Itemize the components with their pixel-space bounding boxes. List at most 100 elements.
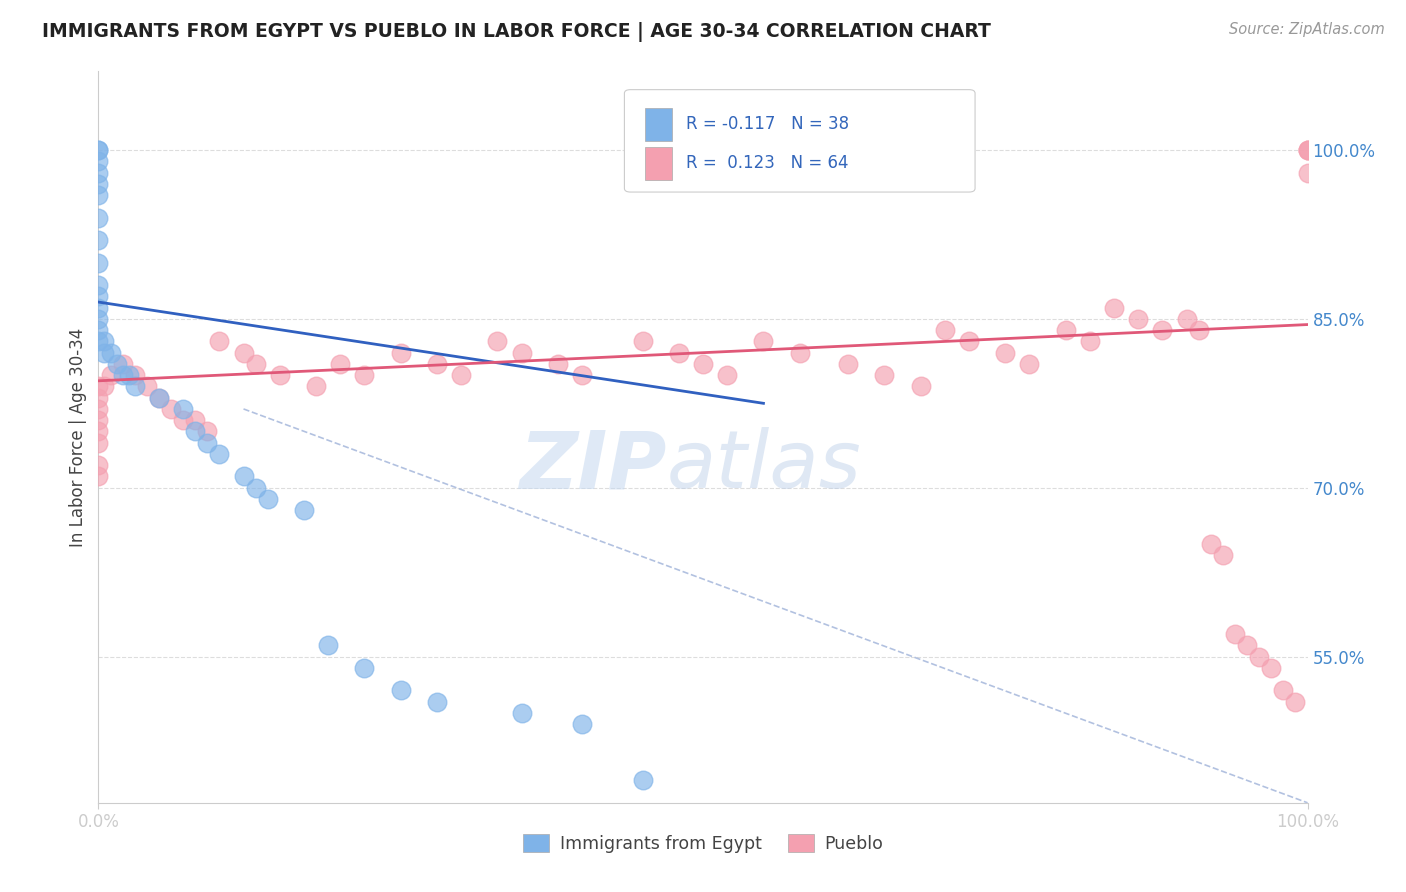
Point <box>389 345 412 359</box>
Point <box>1260 661 1282 675</box>
Point <box>148 391 170 405</box>
Point <box>837 357 859 371</box>
Point <box>87 334 110 349</box>
Point <box>450 368 472 383</box>
Point <box>111 357 134 371</box>
Point <box>547 357 569 371</box>
Point <box>486 334 509 349</box>
Point <box>873 368 896 383</box>
Point <box>87 401 110 416</box>
Point <box>87 233 110 247</box>
Point <box>87 278 110 293</box>
Point <box>160 401 183 416</box>
Point <box>957 334 980 349</box>
Point <box>1296 166 1319 180</box>
Point <box>87 154 110 169</box>
Point <box>1078 334 1101 349</box>
Point <box>172 413 194 427</box>
Point <box>1188 323 1211 337</box>
Point <box>752 334 775 349</box>
Point <box>232 469 254 483</box>
Point <box>208 447 231 461</box>
Point <box>789 345 811 359</box>
Point <box>426 694 449 708</box>
Point <box>994 345 1017 359</box>
Point <box>353 368 375 383</box>
Point <box>1296 143 1319 157</box>
Point <box>1212 548 1234 562</box>
Point <box>1054 323 1077 337</box>
Point <box>316 638 339 652</box>
Point <box>1199 537 1222 551</box>
Point <box>510 706 533 720</box>
Point <box>87 143 110 157</box>
Point <box>1296 143 1319 157</box>
Point <box>1236 638 1258 652</box>
Point <box>195 435 218 450</box>
Point <box>1296 143 1319 157</box>
Point <box>1102 301 1125 315</box>
Text: R = -0.117   N = 38: R = -0.117 N = 38 <box>686 115 849 134</box>
Point <box>1128 312 1150 326</box>
Point <box>1018 357 1040 371</box>
Point <box>245 357 267 371</box>
Point <box>1175 312 1198 326</box>
Point <box>305 379 328 393</box>
Point <box>93 345 115 359</box>
Point <box>87 177 110 191</box>
Legend: Immigrants from Egypt, Pueblo: Immigrants from Egypt, Pueblo <box>516 827 890 860</box>
Point <box>148 391 170 405</box>
Point <box>93 379 115 393</box>
Text: IMMIGRANTS FROM EGYPT VS PUEBLO IN LABOR FORCE | AGE 30-34 CORRELATION CHART: IMMIGRANTS FROM EGYPT VS PUEBLO IN LABOR… <box>42 22 991 42</box>
Point <box>100 368 122 383</box>
Point <box>87 301 110 315</box>
Point <box>87 143 110 157</box>
Point <box>87 425 110 439</box>
Point <box>1223 627 1246 641</box>
Point <box>510 345 533 359</box>
Point <box>184 413 207 427</box>
Text: R =  0.123   N = 64: R = 0.123 N = 64 <box>686 154 849 172</box>
Point <box>631 773 654 788</box>
Point <box>571 368 593 383</box>
Point <box>1152 323 1174 337</box>
Text: Source: ZipAtlas.com: Source: ZipAtlas.com <box>1229 22 1385 37</box>
Point <box>292 503 315 517</box>
Point <box>245 481 267 495</box>
Point <box>668 345 690 359</box>
Point <box>692 357 714 371</box>
Point <box>1284 694 1306 708</box>
Point <box>87 391 110 405</box>
Point <box>195 425 218 439</box>
Point <box>716 368 738 383</box>
Point <box>269 368 291 383</box>
Point <box>100 345 122 359</box>
Point <box>426 357 449 371</box>
Point <box>93 334 115 349</box>
Point <box>111 368 134 383</box>
Text: ZIP: ZIP <box>519 427 666 506</box>
FancyBboxPatch shape <box>645 108 672 141</box>
Point <box>124 379 146 393</box>
Point <box>87 379 110 393</box>
Point <box>232 345 254 359</box>
Point <box>87 211 110 225</box>
Point <box>208 334 231 349</box>
Point <box>389 683 412 698</box>
FancyBboxPatch shape <box>624 90 976 192</box>
Point <box>571 717 593 731</box>
Point <box>1272 683 1295 698</box>
Point <box>256 491 278 506</box>
Point <box>87 289 110 303</box>
Point <box>87 413 110 427</box>
Point <box>87 458 110 473</box>
Point <box>87 255 110 269</box>
Point <box>118 368 141 383</box>
Point <box>353 661 375 675</box>
Point <box>631 334 654 349</box>
Point <box>184 425 207 439</box>
Point <box>87 435 110 450</box>
Y-axis label: In Labor Force | Age 30-34: In Labor Force | Age 30-34 <box>69 327 87 547</box>
Point <box>934 323 956 337</box>
Text: atlas: atlas <box>666 427 862 506</box>
